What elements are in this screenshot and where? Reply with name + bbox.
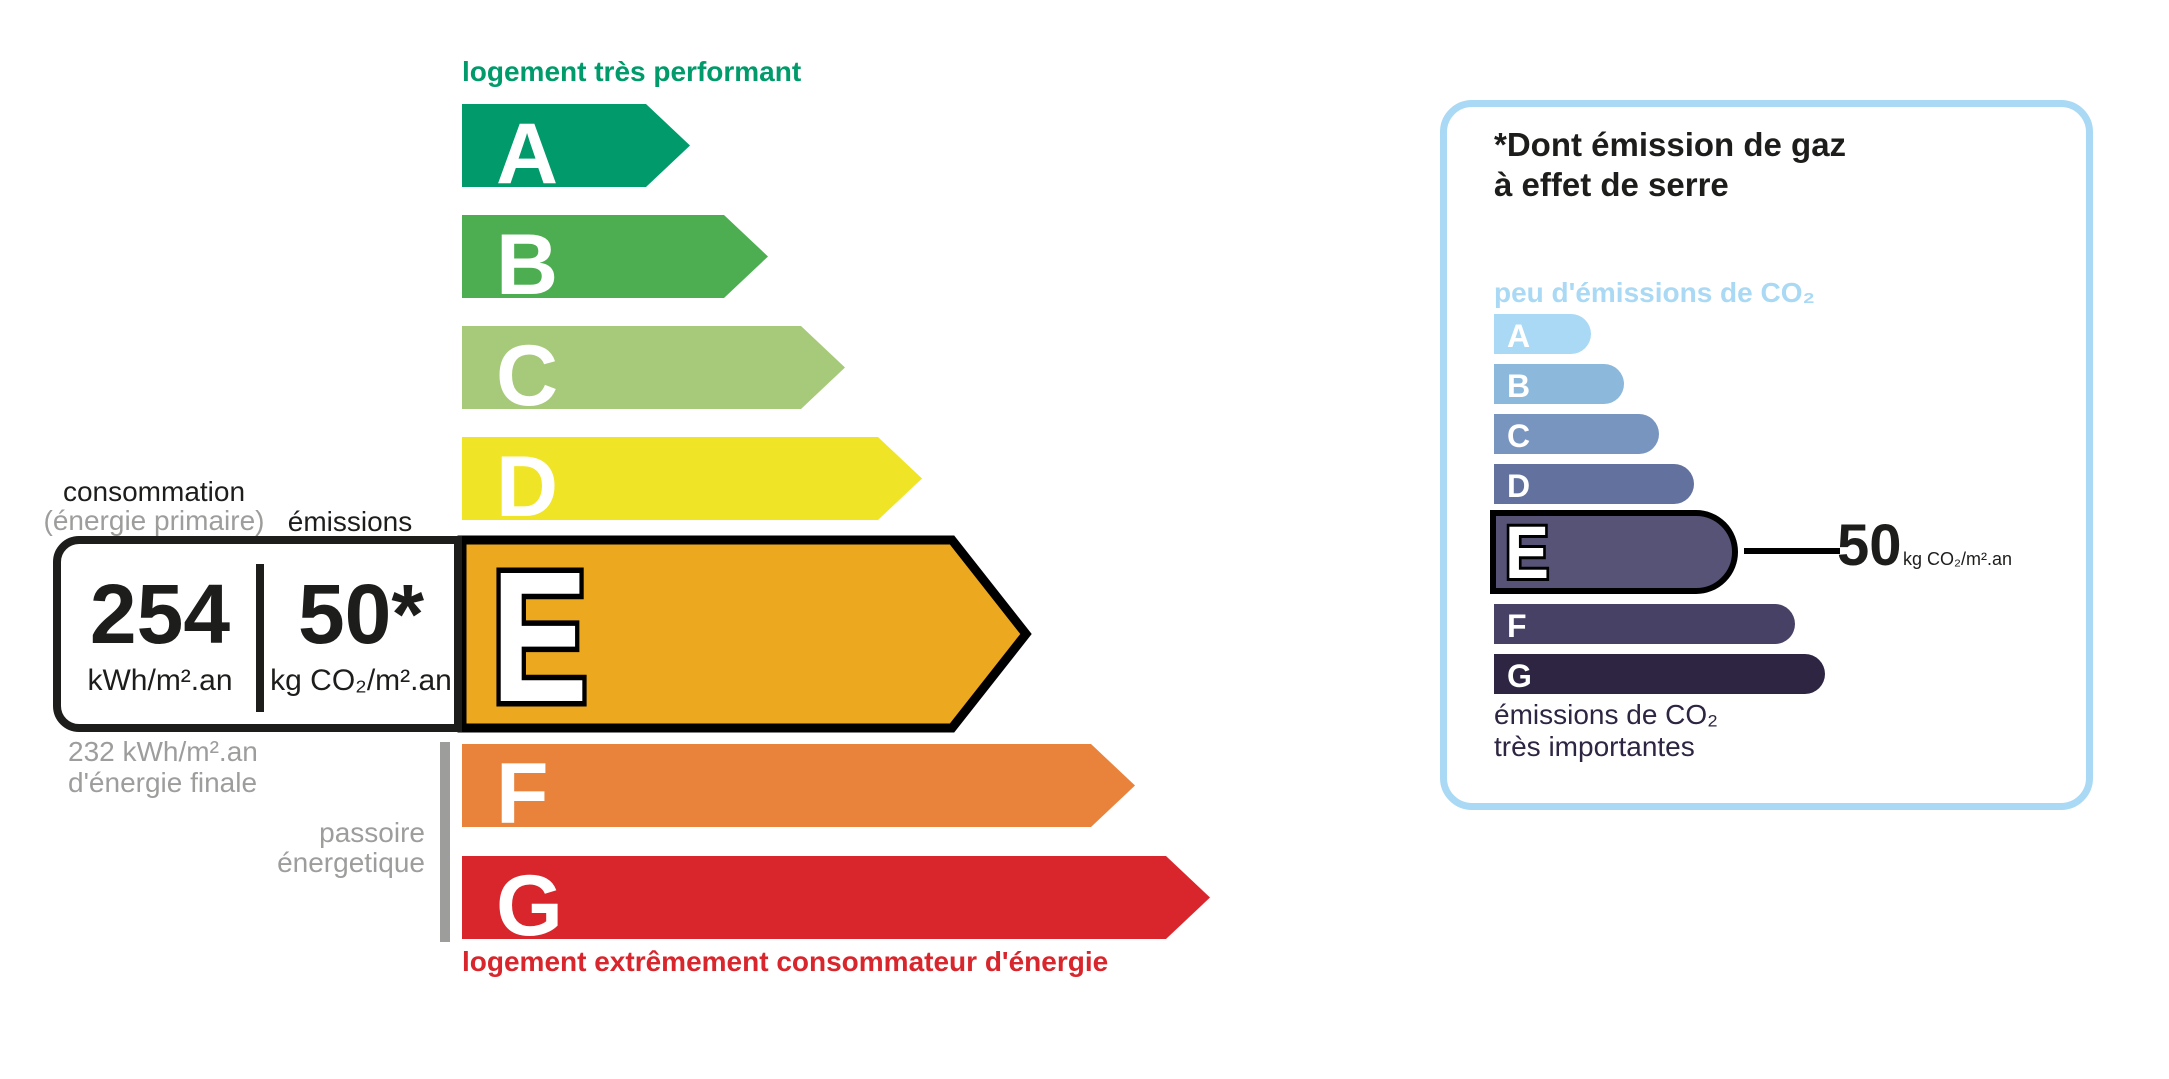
co2-panel-title-line1: *Dont émission de gaz [1494, 126, 1847, 163]
co2-grade-letter-d: D [1507, 468, 1531, 504]
energy-scale: logement très performant A B C D E F G l… [30, 56, 1250, 977]
energy-sieve-label: passoire énergetique [180, 818, 425, 878]
co2-bar-f: F [1494, 604, 1795, 644]
co2-bar-g: G [1494, 654, 1825, 694]
grade-letter-f: F [496, 745, 547, 842]
energy-bar-d: D [462, 437, 922, 520]
co2-bar-c: C [1494, 414, 1659, 454]
co2-grade-letter-g: G [1507, 658, 1532, 694]
consumption-cell: 254 kWh/m².an [65, 544, 255, 724]
co2-scale-bottom-line2: très importantes [1494, 731, 1695, 762]
grade-letter-c: C [496, 327, 557, 424]
emissions-cell: 50* kg CO₂/m².an [263, 544, 459, 724]
consumption-caption: consommation (énergie primaire) [30, 477, 278, 535]
final-energy-line2: d'énergie finale [68, 767, 258, 798]
scale-bottom-label: logement extrêmement consommateur d'éner… [462, 946, 1109, 977]
grade-letter-d: D [496, 438, 557, 535]
co2-scale-top-label: peu d'émissions de CO₂ [1494, 277, 1815, 308]
energy-bar-e-selected: E [457, 533, 1032, 735]
co2-scale-bottom-label: émissions de CO₂ très importantes [1494, 699, 1718, 763]
consumption-label: consommation [62, 476, 246, 507]
co2-bar-d: D [1494, 464, 1694, 504]
energy-bar-g: G [462, 856, 1210, 939]
co2-grade-letter-e: E [1505, 516, 1549, 588]
values-divider [256, 564, 264, 712]
co2-value-connector-line [1744, 548, 1840, 554]
final-energy-note: 232 kWh/m².an d'énergie finale [68, 736, 258, 798]
energy-bar-e-shape [457, 535, 1032, 733]
energy-sieve-line1: passoire [319, 817, 425, 848]
energy-bar-c: C [462, 326, 845, 409]
consumption-unit: kWh/m².an [87, 664, 233, 697]
co2-grade-letter-a: A [1507, 318, 1531, 354]
emissions-label: émissions [287, 506, 413, 537]
energy-sieve-bracket-bar [440, 742, 450, 942]
co2-grade-letter-b: B [1507, 368, 1531, 404]
energy-bar-b: B [462, 215, 768, 298]
energy-sieve-line2: énergetique [277, 847, 425, 878]
grade-letter-a: A [496, 105, 557, 202]
grade-letter-b: B [496, 216, 557, 313]
consumption-sublabel: (énergie primaire) [43, 505, 265, 536]
co2-grade-letter-f: F [1507, 608, 1527, 644]
final-energy-line1: 232 kWh/m².an [68, 736, 258, 767]
co2-bar-a: A [1494, 314, 1591, 354]
co2-grade-letter-e-svg: E [1502, 508, 1552, 597]
co2-panel-title: *Dont émission de gaz à effet de serre [1494, 125, 1846, 205]
co2-panel: *Dont émission de gaz à effet de serre p… [1440, 100, 2093, 810]
emissions-unit: kg CO₂/m².an [270, 664, 452, 697]
co2-bar-e-selected: E [1490, 508, 1738, 597]
consumption-value: 254 [89, 567, 231, 661]
grade-letter-g: G [496, 857, 561, 954]
co2-grade-letter-c: C [1507, 418, 1531, 454]
co2-panel-title-line2: à effet de serre [1494, 166, 1729, 203]
co2-scale-bottom-line1: émissions de CO₂ [1494, 699, 1719, 730]
energy-bar-f: F [462, 744, 1135, 827]
grade-letter-e: E [491, 534, 588, 735]
co2-bar-b: B [1494, 364, 1624, 404]
emissions-value: 50* [297, 567, 425, 661]
scale-top-label: logement très performant [462, 56, 802, 87]
values-box: 254 kWh/m².an 50* kg CO₂/m².an [53, 536, 462, 732]
energy-bar-a: A [462, 104, 690, 187]
co2-value-unit: kg CO₂/m².an [1903, 549, 2013, 569]
co2-value: 50 [1837, 513, 1902, 578]
